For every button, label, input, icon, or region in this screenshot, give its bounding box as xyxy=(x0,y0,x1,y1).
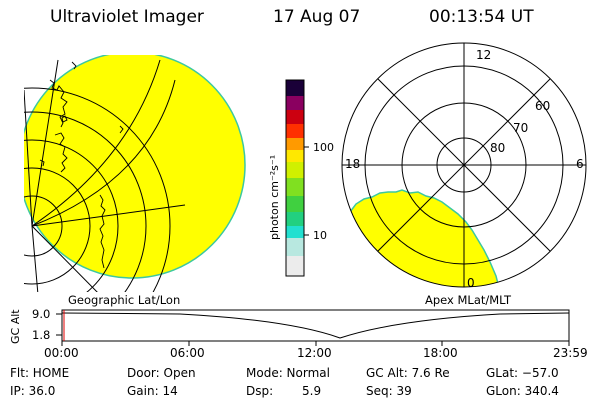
status-glon: GLon: 340.4 xyxy=(486,384,559,398)
time-label-0000: 00:00 xyxy=(44,346,79,360)
status-door: Door: Open xyxy=(127,366,196,380)
cb-seg-3 xyxy=(286,212,304,226)
colorbar-unit-label: photon cm⁻²s⁻¹ xyxy=(268,155,281,240)
geographic-caption: Geographic Lat/Lon xyxy=(68,293,181,307)
lat-label-80: 80 xyxy=(490,141,505,155)
coastlines xyxy=(39,61,124,269)
status-gc-alt: GC Alt: 7.6 Re xyxy=(366,366,450,380)
cb-seg-10 xyxy=(286,110,304,124)
alt-y-tick-9: 9.0 xyxy=(32,307,50,321)
mlt-label-0: 0 xyxy=(467,276,475,290)
colorbar: 100 10 photon cm⁻²s⁻¹ xyxy=(268,79,334,277)
mlt-label-6: 6 xyxy=(576,157,584,171)
observation-date: 17 Aug 07 xyxy=(273,7,361,27)
cb-seg-1 xyxy=(286,238,304,256)
status-flight: Flt: HOME xyxy=(10,366,70,380)
altitude-plot: GC Alt 9.0 1.8 xyxy=(9,307,570,346)
altitude-curve xyxy=(61,312,570,339)
status-seq: Seq: 39 xyxy=(366,384,412,398)
alt-y-label: GC Alt xyxy=(9,309,22,344)
cb-seg-7 xyxy=(286,150,304,162)
status-gain: Gain: 14 xyxy=(127,384,178,398)
cb-seg-4 xyxy=(286,196,304,212)
colorbar-frame xyxy=(285,79,305,277)
magnetic-polar-plot: 12 18 6 0 60 70 80 xyxy=(341,42,587,290)
instrument-title: Ultraviolet Imager xyxy=(50,7,204,27)
mlt-label-18: 18 xyxy=(345,157,360,171)
cb-seg-0 xyxy=(286,256,304,276)
cb-seg-12 xyxy=(286,80,304,96)
status-ip: IP: 36.0 xyxy=(10,384,56,398)
observation-time: 00:13:54 UT xyxy=(429,7,534,27)
status-glat: GLat: −57.0 xyxy=(486,366,559,380)
alt-y-tick-1-8: 1.8 xyxy=(32,328,50,342)
colorbar-tick-label-100: 100 xyxy=(313,141,334,154)
emission-region xyxy=(349,189,501,287)
status-mode: Mode: Normal xyxy=(246,366,330,380)
time-ticks xyxy=(61,341,570,346)
cb-seg-11 xyxy=(286,96,304,110)
time-label-2359: 23:59 xyxy=(553,346,588,360)
cb-seg-5 xyxy=(286,178,304,196)
status-dsp-value: 5.9 xyxy=(302,384,322,398)
time-label-1200: 12:00 xyxy=(297,346,332,360)
mlt-label-12: 12 xyxy=(476,48,491,62)
magnetic-caption: Apex MLat/MLT xyxy=(425,293,512,307)
lat-label-60: 60 xyxy=(535,99,550,113)
polar-grid xyxy=(341,42,587,288)
colorbar-tick-label-10: 10 xyxy=(313,229,327,242)
time-label-0600: 06:00 xyxy=(170,346,205,360)
cb-seg-9 xyxy=(286,124,304,138)
latitude-circles xyxy=(24,87,171,292)
geographic-map xyxy=(24,55,246,292)
status-dsp-label: Dsp: xyxy=(246,384,274,398)
cb-seg-8 xyxy=(286,138,304,150)
longitude-lines xyxy=(24,59,186,292)
cb-seg-2 xyxy=(286,226,304,238)
lat-label-70: 70 xyxy=(513,121,528,135)
time-label-1800: 18:00 xyxy=(423,346,458,360)
cb-seg-6 xyxy=(286,162,304,178)
emission-disk xyxy=(24,55,246,279)
